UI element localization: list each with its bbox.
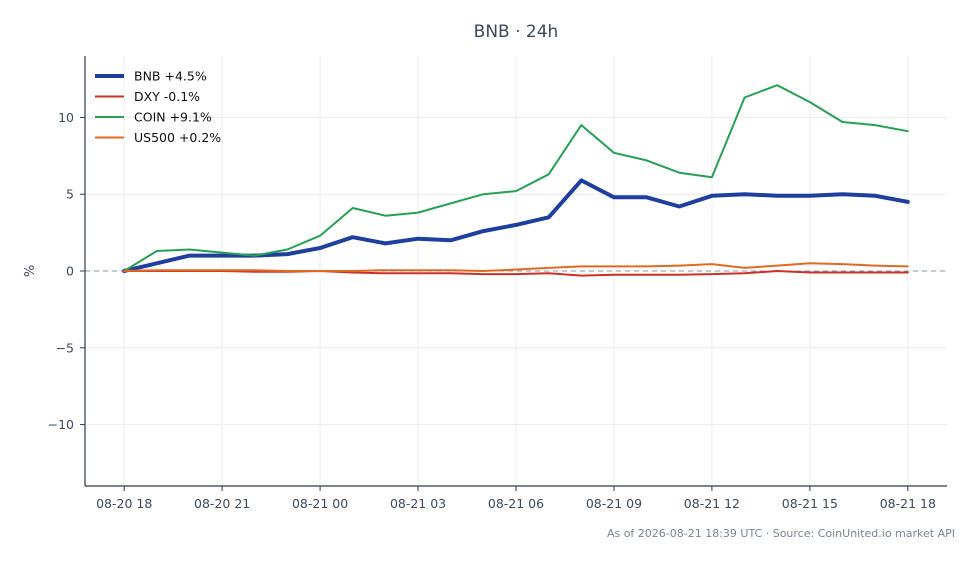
legend-label: COIN +9.1% <box>134 110 212 125</box>
y-tick-label: 10 <box>58 110 74 125</box>
x-tick-label: 08-21 00 <box>292 496 348 511</box>
x-tick-label: 08-21 09 <box>586 496 642 511</box>
x-tick-label: 08-20 18 <box>96 496 152 511</box>
series-line-3 <box>123 262 909 272</box>
axes: −10 −5 0 5 10 08-20 18 08-20 21 08-21 00 08-21 0… <box>48 56 947 511</box>
x-tick-label: 08-21 15 <box>782 496 838 511</box>
footer-note: As of 2026-08-21 18:39 UTC · Source: Coi… <box>607 527 955 540</box>
legend-label: DXY -0.1% <box>134 89 200 104</box>
legend-label: US500 +0.2% <box>134 130 221 145</box>
legend: BNB +4.5% DXY -0.1% COIN +9.1% US500 +0.2% <box>95 69 221 145</box>
x-tick-label: 08-21 06 <box>488 496 544 511</box>
y-axis-label: % <box>23 265 38 277</box>
x-tick-label: 08-20 21 <box>194 496 250 511</box>
x-tick-label: 08-21 18 <box>880 496 936 511</box>
y-tick-label: −5 <box>56 340 74 355</box>
chart-title: BNB · 24h <box>474 22 559 42</box>
x-tick-label: 08-21 03 <box>390 496 446 511</box>
legend-label: BNB +4.5% <box>134 69 207 84</box>
series-line-1 <box>123 270 909 277</box>
y-tick-label: 5 <box>66 187 74 202</box>
y-tick-label: 0 <box>66 264 74 279</box>
series-line-2 <box>123 84 909 272</box>
x-tick-label: 08-21 12 <box>684 496 740 511</box>
series-layer <box>122 84 910 277</box>
y-tick-label: −10 <box>48 417 74 432</box>
